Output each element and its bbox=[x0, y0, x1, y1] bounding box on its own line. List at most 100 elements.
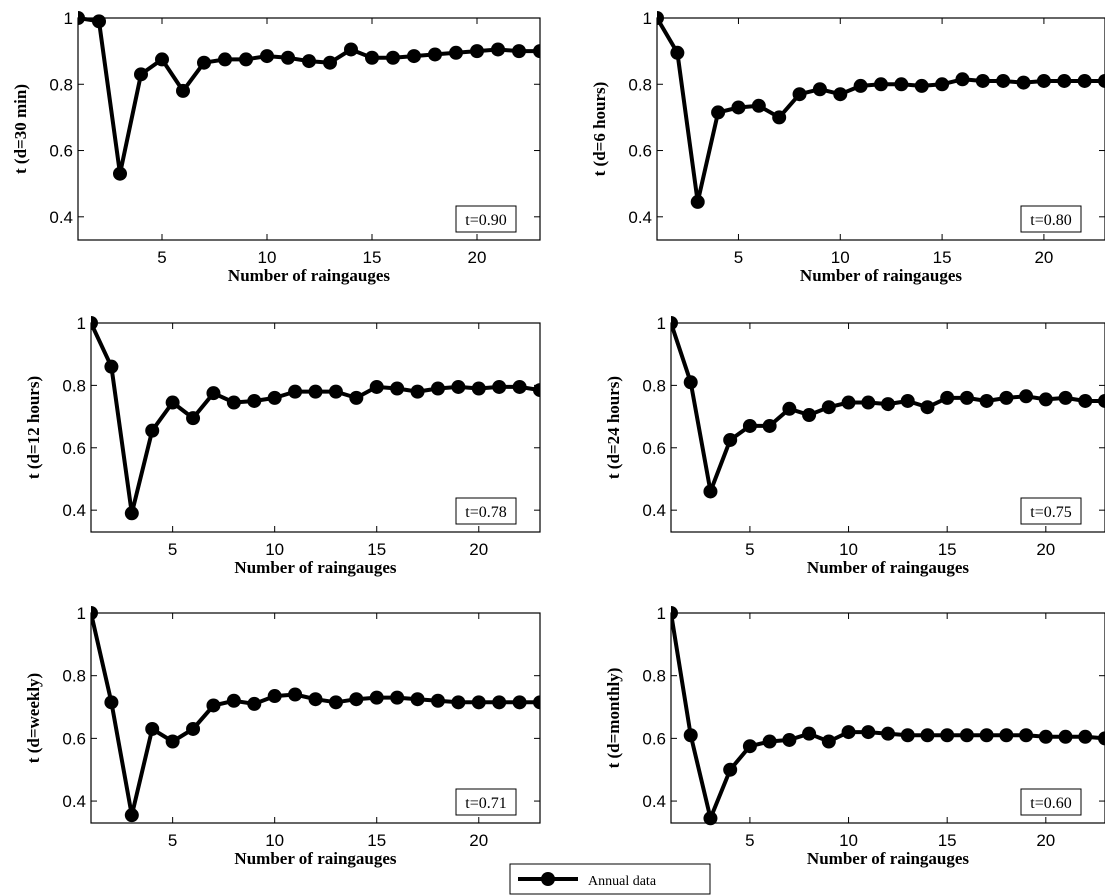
series-group bbox=[671, 316, 1105, 499]
data-point bbox=[386, 50, 400, 65]
data-point bbox=[247, 696, 262, 711]
data-point bbox=[267, 689, 282, 704]
data-point bbox=[407, 49, 421, 64]
plot-frame bbox=[90, 322, 541, 533]
data-point bbox=[124, 506, 139, 521]
data-point bbox=[260, 49, 274, 64]
y-tick-label: 0.8 bbox=[642, 376, 666, 395]
series-group bbox=[91, 606, 540, 823]
data-point bbox=[186, 411, 201, 426]
x-tick-label: 10 bbox=[265, 540, 284, 559]
data-point bbox=[134, 67, 148, 82]
data-point bbox=[935, 77, 950, 92]
data-point bbox=[1098, 73, 1105, 88]
data-point bbox=[782, 401, 797, 416]
y-axis-label: t (d=30 min) bbox=[11, 84, 30, 174]
annotation-text: t=0.60 bbox=[1030, 795, 1071, 812]
data-point bbox=[881, 397, 895, 412]
data-point bbox=[1078, 393, 1093, 408]
data-point bbox=[683, 728, 698, 743]
x-tick-label: 10 bbox=[831, 248, 850, 267]
y-tick-label: 1 bbox=[643, 9, 652, 28]
chart-panel-4: 5 10 15 20 0.4 0.6 0.8 1 Number of raingauges t (… bbox=[604, 314, 1105, 577]
annotation-box bbox=[1020, 788, 1082, 816]
y-tick-label: 0.6 bbox=[49, 142, 73, 161]
x-tick-label: 20 bbox=[1036, 831, 1055, 850]
chart-panel-5: 5 10 15 20 0.4 0.6 0.8 1 Number of raingauges t (… bbox=[24, 604, 541, 868]
y-tick-label: 1 bbox=[64, 9, 73, 28]
x-tick-label: 5 bbox=[168, 540, 177, 559]
data-point bbox=[428, 47, 442, 62]
x-axis-label: Number of raingauges bbox=[234, 849, 397, 868]
data-point bbox=[1098, 393, 1105, 408]
x-tick-label: 10 bbox=[258, 248, 277, 267]
data-point bbox=[1057, 73, 1072, 88]
data-point bbox=[369, 379, 384, 394]
data-point bbox=[975, 73, 990, 88]
data-point bbox=[91, 606, 98, 620]
y-tick-label: 0.4 bbox=[642, 792, 666, 811]
data-point bbox=[979, 393, 994, 408]
data-point bbox=[218, 52, 232, 67]
data-point bbox=[723, 762, 738, 777]
data-point bbox=[762, 418, 777, 433]
data-point bbox=[226, 693, 241, 708]
data-point bbox=[1078, 729, 1093, 744]
data-point bbox=[671, 316, 678, 330]
x-axis-label: Number of raingauges bbox=[800, 266, 963, 285]
annotation-text: t=0.71 bbox=[465, 795, 506, 812]
y-tick-label: 0.4 bbox=[62, 792, 86, 811]
data-point bbox=[670, 45, 685, 60]
data-point bbox=[145, 721, 160, 736]
data-point bbox=[1038, 729, 1053, 744]
data-point bbox=[512, 695, 527, 710]
data-point bbox=[853, 78, 868, 93]
data-point bbox=[492, 695, 507, 710]
data-point bbox=[165, 734, 180, 749]
y-tick-label: 0.8 bbox=[49, 75, 73, 94]
data-point bbox=[812, 82, 827, 97]
x-tick-label: 20 bbox=[1034, 248, 1053, 267]
annotation-text: t=0.90 bbox=[465, 212, 506, 229]
data-point bbox=[365, 50, 379, 65]
y-tick-label: 1 bbox=[77, 314, 86, 333]
y-tick-label: 0.6 bbox=[62, 439, 86, 458]
data-point bbox=[772, 110, 787, 125]
data-point bbox=[821, 400, 836, 415]
y-tick-label: 0.6 bbox=[628, 142, 652, 161]
annotation-text: t=0.78 bbox=[465, 504, 506, 521]
x-tick-label: 5 bbox=[745, 831, 754, 850]
data-point bbox=[762, 734, 777, 749]
legend-label: Annual data bbox=[588, 874, 657, 889]
plot-frame bbox=[670, 612, 1105, 824]
y-tick-label: 0.6 bbox=[642, 729, 666, 748]
data-point bbox=[683, 375, 698, 390]
data-point bbox=[104, 695, 119, 710]
data-point bbox=[979, 728, 994, 743]
data-point bbox=[881, 726, 895, 741]
data-point bbox=[206, 386, 221, 401]
data-point bbox=[124, 808, 139, 823]
data-point bbox=[940, 728, 955, 743]
data-point bbox=[78, 11, 85, 25]
y-tick-label: 0.8 bbox=[62, 376, 86, 395]
series-group bbox=[657, 11, 1105, 209]
x-tick-label: 20 bbox=[1036, 540, 1055, 559]
y-tick-label: 0.6 bbox=[642, 439, 666, 458]
data-point bbox=[920, 400, 935, 415]
data-point bbox=[742, 739, 757, 754]
data-point bbox=[914, 78, 929, 93]
data-point bbox=[782, 732, 797, 747]
data-point bbox=[349, 692, 364, 707]
data-point bbox=[288, 687, 303, 702]
data-point bbox=[430, 381, 445, 396]
data-point bbox=[449, 45, 463, 60]
data-point bbox=[533, 44, 540, 59]
data-point bbox=[1098, 731, 1105, 746]
data-point bbox=[91, 316, 98, 330]
x-axis-label: Number of raingauges bbox=[807, 558, 970, 577]
data-point bbox=[308, 692, 323, 707]
data-point bbox=[657, 11, 664, 25]
data-point bbox=[742, 418, 757, 433]
x-tick-label: 20 bbox=[469, 540, 488, 559]
